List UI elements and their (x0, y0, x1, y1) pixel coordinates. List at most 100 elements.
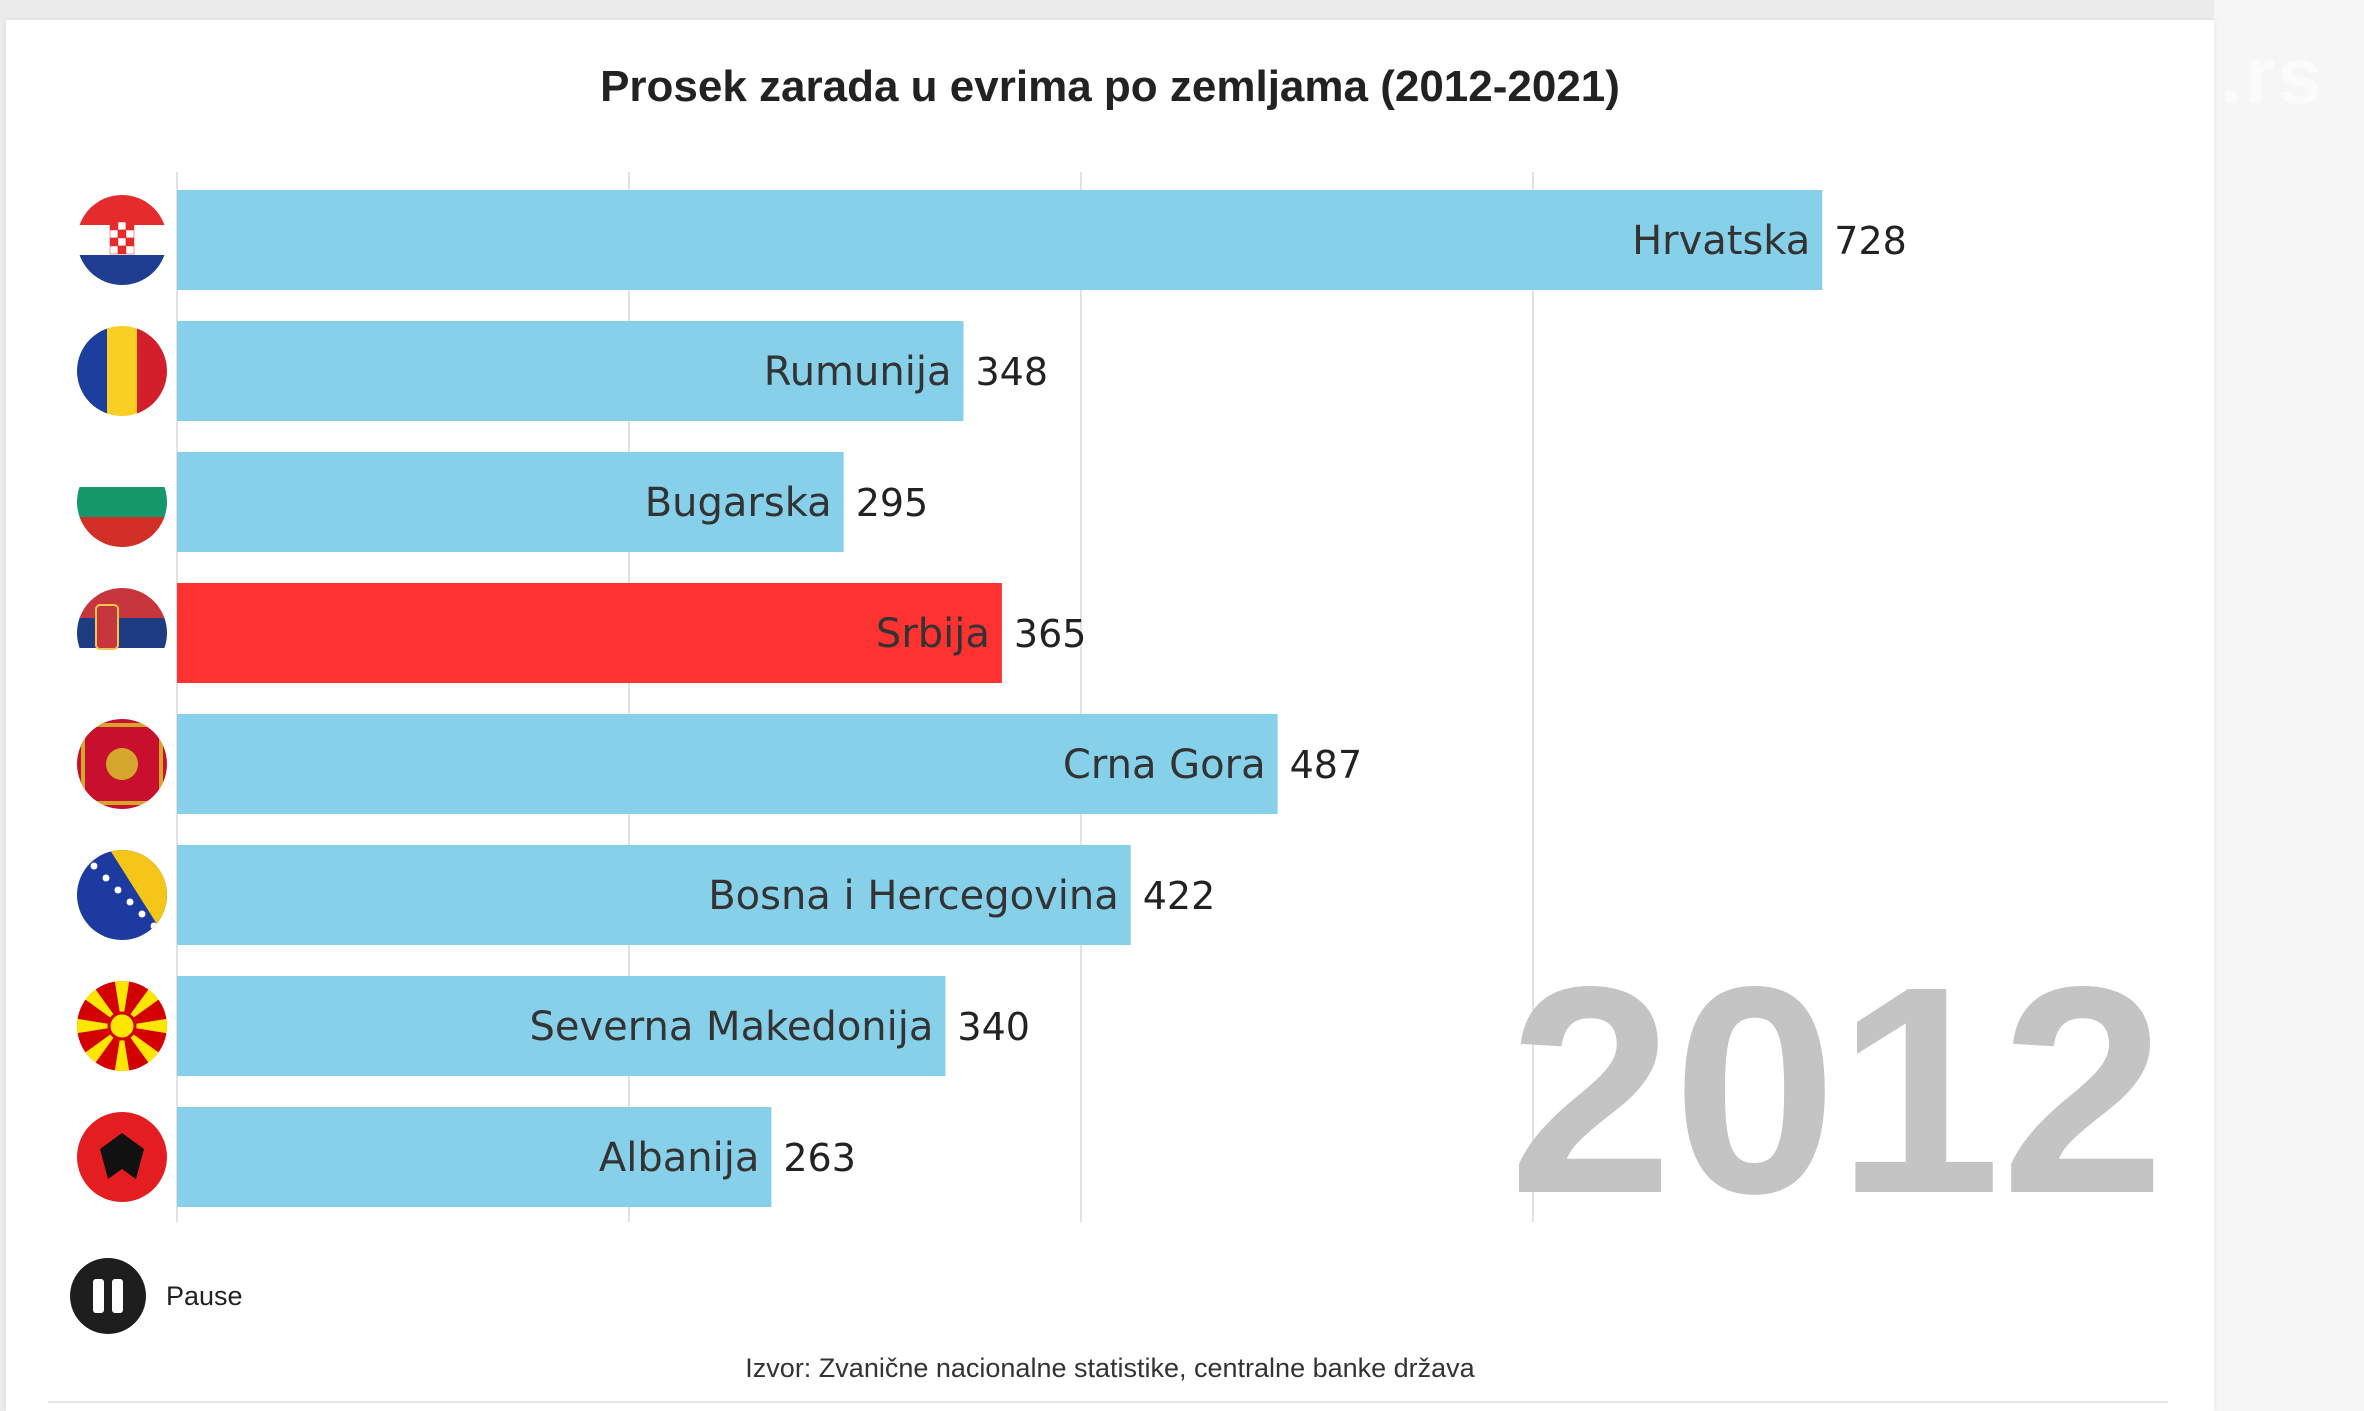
bar (177, 845, 1131, 945)
bar-group-crna-gora: Crna Gora 487 (177, 714, 1362, 814)
flag-eagle (100, 1133, 144, 1179)
flag-checker (109, 237, 119, 247)
flag-checker (109, 229, 119, 239)
flag-border (81, 723, 163, 805)
flag-checker (117, 229, 127, 239)
albania-flag-shape (77, 1112, 167, 1202)
flag-stripe (77, 326, 108, 416)
bulgaria-flag-shape (77, 457, 167, 547)
bar (177, 976, 946, 1076)
flag-checker (125, 245, 135, 255)
bar-group-srbija: Srbija 365 (177, 583, 1086, 683)
bar-value-label: 365 (1014, 612, 1087, 656)
bottom-divider (48, 1401, 2168, 1403)
flag-checker (117, 237, 127, 247)
flag-stripe (77, 517, 167, 547)
flag-stripe (77, 487, 167, 518)
romania-flag-shape (77, 326, 167, 416)
bar-group-hrvatska: Hrvatska 728 (177, 190, 1907, 290)
flag-checker (125, 229, 135, 239)
bar-group-albanija: Albanija 263 (177, 1107, 856, 1207)
pause-button[interactable] (70, 1258, 146, 1334)
croatia-flag-shape (77, 195, 167, 285)
bar-value-label: 348 (975, 350, 1048, 394)
year-label-group: 2012 (1509, 925, 2165, 1255)
flag-star (138, 910, 146, 918)
bar-group-rumunija: Rumunija 348 (177, 321, 1048, 421)
flag-stripe (77, 195, 167, 226)
bar-category-label: Hrvatska (1632, 218, 1810, 264)
flag-stripe (77, 457, 167, 488)
flag-ray (110, 1026, 134, 1071)
bars: Hrvatska 728 Rumunija 348 Bugarska 295 Srbija 3… (177, 190, 1907, 1207)
bar-value-label: 263 (783, 1136, 856, 1180)
flag-checker (109, 245, 119, 255)
bar (177, 583, 1002, 683)
bar-category-label: Srbija (876, 611, 990, 657)
flag-ray (77, 1014, 122, 1038)
bosnia-flag-shape (77, 850, 167, 940)
flag-checker (125, 221, 135, 231)
bulgaria-flag-icon (77, 457, 167, 547)
flag-emblem (106, 748, 138, 780)
bar-category-label: Bosna i Hercegovina (708, 873, 1119, 919)
montenegro-flag-shape (77, 719, 167, 809)
flag-stripe (137, 326, 167, 416)
flag-checker (117, 245, 127, 255)
flag-stripe (77, 588, 167, 619)
flag-stripe (77, 648, 167, 678)
source-note: Izvor: Zvanične nacionalne statistike, c… (745, 1353, 1475, 1383)
montenegro-flag-icon (77, 719, 167, 809)
flag-stripe (77, 618, 167, 649)
bar-value-label: 487 (1290, 743, 1363, 787)
flag-star (102, 874, 110, 882)
albania-flag-icon (77, 1112, 167, 1202)
watermark: .rs (2220, 31, 2324, 120)
flag-checker (109, 221, 119, 231)
bar-value-label: 340 (957, 1005, 1030, 1049)
flag-triangle (110, 850, 167, 940)
bar-value-label: 295 (856, 481, 929, 525)
bar-group-severna-makedonija: Severna Makedonija 340 (177, 976, 1030, 1076)
flag-checker (117, 221, 127, 231)
flag-emblem (95, 604, 119, 650)
bar (177, 714, 1278, 814)
flag-star (114, 886, 122, 894)
croatia-flag-icon (77, 195, 167, 285)
pause-icon-bar-right (112, 1279, 123, 1313)
chart-title: Prosek zarada u evrima po zemljama (2012… (600, 62, 1620, 111)
flag-sun (107, 1011, 137, 1041)
flag-star (126, 898, 134, 906)
flag-star (78, 850, 86, 858)
bar (177, 321, 964, 421)
bar (177, 452, 844, 552)
bar-category-label: Albanija (599, 1135, 759, 1181)
north-macedonia-flag-shape (77, 981, 167, 1071)
flag-ray (110, 981, 134, 1026)
flag-stripe (77, 255, 167, 285)
pause-label: Pause (166, 1280, 243, 1311)
flags (77, 195, 167, 1202)
bar-category-label: Rumunija (764, 349, 952, 395)
playback-controls: Pause (70, 1258, 243, 1334)
serbia-flag-shape (77, 588, 167, 678)
bar (177, 1107, 772, 1207)
bar-category-label: Bugarska (645, 480, 832, 526)
flag-star (150, 922, 158, 930)
year-label: 2012 (1509, 925, 2165, 1255)
romania-flag-icon (77, 326, 167, 416)
flag-checker (125, 237, 135, 247)
bar-chart: 2012 Hrvatska 728 Rumunija 348 Bugarska 295 Sr… (77, 172, 2165, 1255)
flag-ray (122, 1014, 167, 1038)
bar (177, 190, 1823, 290)
right-background-strip (2214, 0, 2364, 1411)
bar-value-label: 422 (1143, 874, 1216, 918)
serbia-flag-icon (77, 588, 167, 678)
flag-stripe (107, 326, 138, 416)
bar-category-label: Severna Makedonija (529, 1004, 933, 1050)
flag-star (90, 862, 98, 870)
bar-value-label: 728 (1834, 219, 1907, 263)
bar-group-bosna-i-hercegovina: Bosna i Hercegovina 422 (177, 845, 1215, 945)
bar-group-bugarska: Bugarska 295 (177, 452, 928, 552)
bar-category-label: Crna Gora (1063, 742, 1266, 788)
